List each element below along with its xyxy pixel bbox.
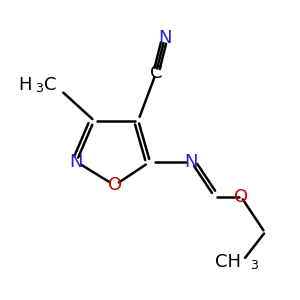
Text: CH: CH — [215, 253, 241, 271]
Text: 3: 3 — [35, 82, 43, 95]
Text: 3: 3 — [250, 259, 258, 272]
Text: C: C — [44, 76, 56, 94]
Text: H: H — [19, 76, 32, 94]
Text: N: N — [70, 153, 83, 171]
Text: O: O — [108, 176, 122, 194]
Text: N: N — [184, 153, 198, 171]
Text: N: N — [158, 29, 172, 47]
Text: O: O — [234, 188, 248, 206]
Text: C: C — [150, 64, 162, 82]
